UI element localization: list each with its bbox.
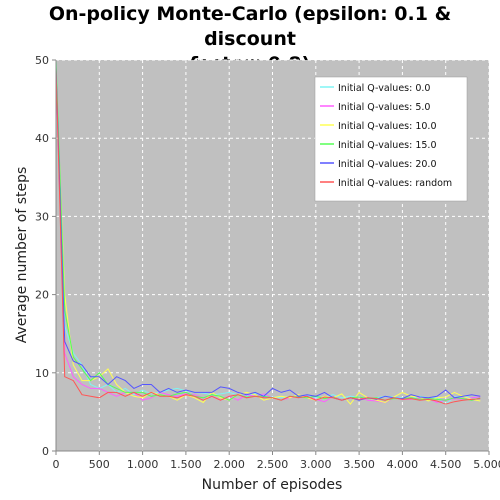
series-line (55, 67, 481, 401)
x-tick-label: 1.000 (127, 458, 159, 471)
series-lines (55, 59, 481, 405)
y-tick-label: 50 (35, 54, 49, 67)
y-tick-label: 0 (42, 445, 49, 458)
legend-label: Initial Q-values: 0.0 (338, 83, 430, 94)
x-tick-label: 5.000 (473, 458, 500, 471)
x-tick-label: 1.500 (170, 458, 202, 471)
series-line (55, 67, 481, 405)
y-tick-label: 20 (35, 289, 49, 302)
chart-title-line-1: On-policy Monte-Carlo (epsilon: 0.1 & di… (48, 3, 452, 50)
x-tick-label: 2.000 (213, 458, 245, 471)
legend-label: Initial Q-values: 5.0 (338, 102, 430, 113)
legend: Initial Q-values: 0.0 Initial Q-values: 5… (314, 76, 468, 202)
y-tick-label: 40 (35, 132, 49, 145)
x-tick-label: 3.500 (343, 458, 375, 471)
legend-label: Initial Q-values: random (338, 178, 452, 189)
x-tick-label: 4.000 (387, 458, 419, 471)
legend-box (314, 76, 468, 202)
x-tick-label: 3.000 (300, 458, 332, 471)
tick-labels: 0 500 1.000 1.500 2.000 2.500 3.000 3.500 4.000 4… (35, 54, 500, 471)
legend-label: Initial Q-values: 20.0 (338, 159, 437, 170)
y-axis-title: Average number of steps (14, 167, 30, 344)
axes (52, 59, 490, 455)
x-axis-title: Number of episodes (202, 477, 343, 493)
y-tick-label: 10 (35, 367, 49, 380)
legend-label: Initial Q-values: 10.0 (338, 121, 437, 132)
x-tick-label: 4.500 (430, 458, 462, 471)
grid-lines (56, 59, 490, 451)
legend-label: Initial Q-values: 15.0 (338, 140, 437, 151)
series-line (55, 59, 481, 401)
x-tick-label: 0 (53, 458, 60, 471)
y-tick-label: 30 (35, 210, 49, 223)
x-tick-label: 500 (89, 458, 110, 471)
x-tick-label: 2.500 (257, 458, 289, 471)
